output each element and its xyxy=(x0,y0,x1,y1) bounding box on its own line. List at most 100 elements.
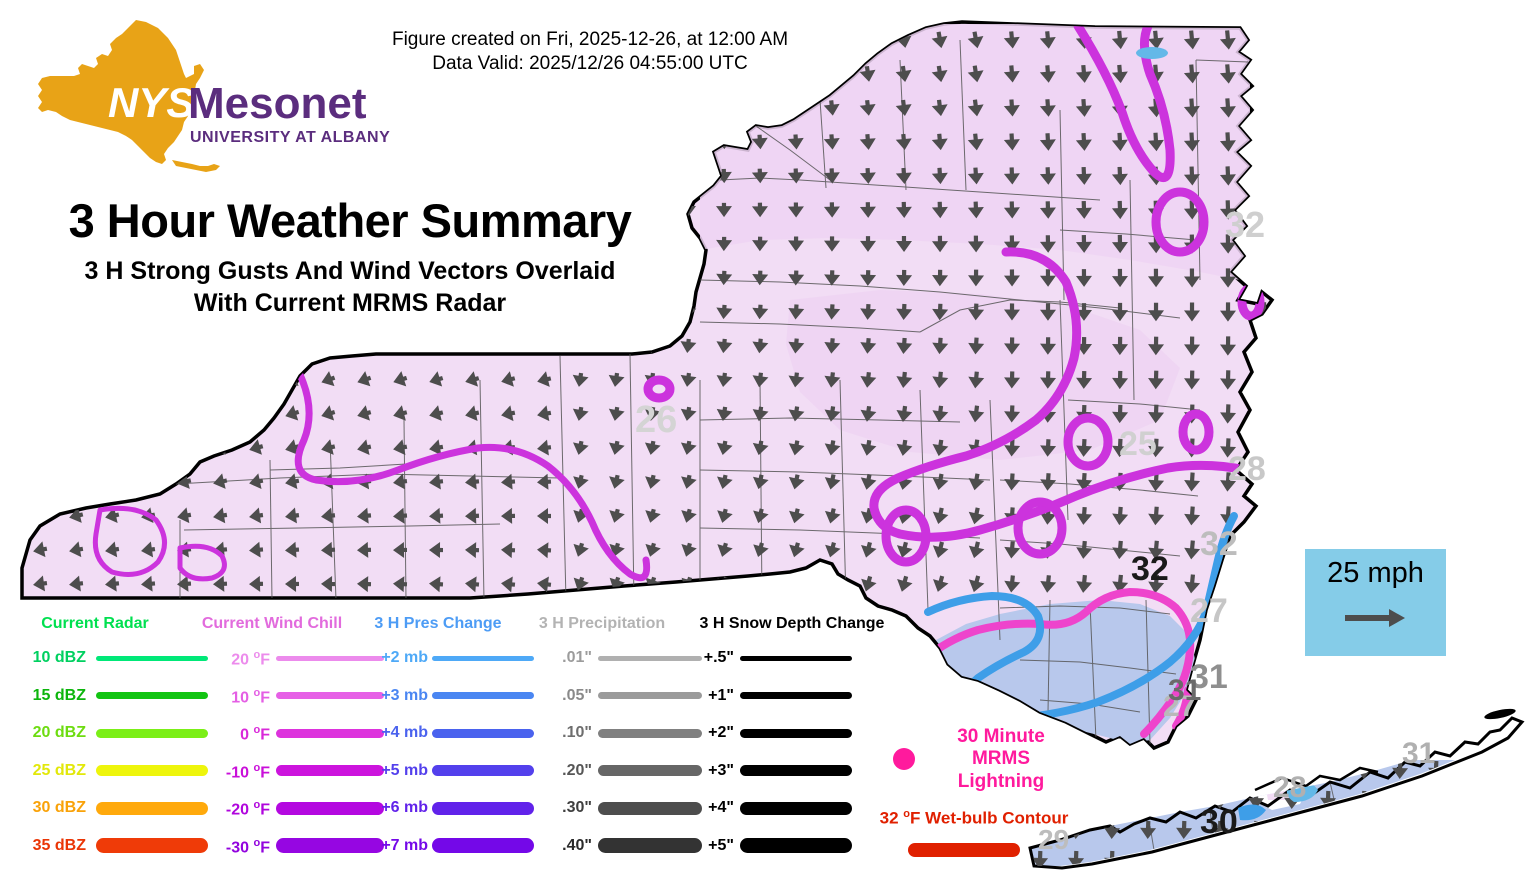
wind-barb xyxy=(357,371,372,387)
wind-barb xyxy=(679,168,696,183)
wind-barb xyxy=(1220,472,1237,492)
page-subtitle: 3 H Strong Gusts And Wind Vectors Overla… xyxy=(0,255,700,319)
wind-barb xyxy=(896,541,913,558)
wind-barb xyxy=(1284,850,1301,866)
wind-barb xyxy=(34,337,48,351)
wind-barb xyxy=(429,439,444,456)
wind-barb xyxy=(1148,404,1165,424)
wind-barb xyxy=(896,303,913,321)
wind-barb xyxy=(681,474,697,489)
legend-item-label: 20 oF xyxy=(231,649,270,669)
subtitle-line-1: 3 H Strong Gusts And Wind Vectors Overla… xyxy=(84,257,616,285)
contour-label: 31 xyxy=(1190,658,1228,696)
wind-barb xyxy=(1212,760,1229,779)
wind-barb xyxy=(967,99,984,117)
wetbulb-legend-bar xyxy=(908,843,1020,857)
wind-barb xyxy=(571,168,588,183)
legend-item-swatch xyxy=(598,728,702,738)
wind-barb xyxy=(1392,850,1409,866)
wind-barb xyxy=(1184,336,1201,356)
wind-barb xyxy=(752,372,769,388)
wind-barb xyxy=(537,439,552,456)
legend-item-label: +6 mb xyxy=(381,799,428,816)
contour-label: 29 xyxy=(1038,824,1069,855)
wind-barb xyxy=(1148,370,1165,390)
map-legend: Current Radar 10 dBZ 15 dBZ 20 dBZ 25 dBZ 30 … xyxy=(0,615,1080,876)
wind-barb xyxy=(357,576,372,593)
wind-barb xyxy=(1148,302,1165,322)
wind-barb xyxy=(716,270,733,286)
wind-barb xyxy=(788,270,805,286)
legend-item-label: .30" xyxy=(562,799,592,816)
wind-barb xyxy=(69,507,84,523)
contour-label: 26 xyxy=(635,399,677,441)
wind-barb xyxy=(968,541,985,559)
wind-barb xyxy=(643,168,660,183)
wind-barb xyxy=(1256,404,1272,424)
wind-barb xyxy=(1184,540,1201,560)
wind-barb xyxy=(1148,438,1165,458)
wind-barb xyxy=(393,371,408,387)
wind-barb xyxy=(931,31,948,49)
wind-barb xyxy=(571,100,588,115)
wind-barb xyxy=(1392,790,1409,809)
wind-barb xyxy=(860,338,877,354)
wind-barb xyxy=(860,236,877,252)
wind-barb xyxy=(1112,336,1129,356)
wind-barb xyxy=(644,440,661,455)
wind-barb xyxy=(789,576,805,592)
legend-column-title: 3 H Precipitation xyxy=(538,615,666,632)
wind-barb xyxy=(1111,268,1128,288)
wind-barb xyxy=(105,439,120,455)
wind-barb xyxy=(249,507,264,524)
wind-barb xyxy=(1184,472,1201,492)
wind-barb xyxy=(1076,438,1093,457)
wind-barb xyxy=(1219,98,1236,118)
wind-barb xyxy=(643,100,660,115)
wind-barb xyxy=(824,508,841,524)
wind-barb xyxy=(895,99,912,116)
wind-barb xyxy=(393,576,408,593)
legend-item-label: +3 mb xyxy=(381,686,428,704)
wind-barb xyxy=(896,371,913,388)
wind-barb xyxy=(1255,64,1272,84)
wind-barb xyxy=(968,575,985,593)
wind-barb xyxy=(105,405,120,420)
wind-barb xyxy=(502,167,516,181)
wind-barb xyxy=(105,337,120,352)
wind-speed-reference: 25 mph xyxy=(1305,549,1446,656)
wind-barb xyxy=(931,167,948,185)
wind-reference-arrow-icon xyxy=(1305,607,1446,634)
wind-barb xyxy=(824,372,841,388)
wind-barb xyxy=(752,440,769,456)
wind-barb xyxy=(571,134,588,149)
wind-barb xyxy=(1140,760,1157,779)
wind-barb xyxy=(753,542,769,558)
wind-barb xyxy=(537,508,551,524)
legend-item-swatch xyxy=(276,692,384,699)
wind-barb xyxy=(1176,820,1193,839)
wind-barb xyxy=(752,304,769,320)
wind-barb xyxy=(1255,268,1272,288)
legend-item-label: -30 oF xyxy=(225,836,270,856)
wind-barb xyxy=(1464,820,1481,839)
wind-barb xyxy=(1003,133,1020,151)
contour-label: 30 xyxy=(1200,803,1238,841)
wind-barb xyxy=(249,439,264,455)
wind-barb xyxy=(788,474,805,490)
wind-barb xyxy=(177,337,192,352)
wind-barb xyxy=(824,338,841,354)
legend-item-label: 10 dBZ xyxy=(32,649,86,666)
wind-barb xyxy=(430,99,445,113)
wind-barb xyxy=(1076,574,1093,593)
wind-barb xyxy=(931,99,948,117)
wind-barb xyxy=(860,270,877,286)
wind-barb xyxy=(429,371,444,387)
wind-barb xyxy=(1464,790,1481,809)
wind-barb xyxy=(1219,30,1236,50)
wind-barb xyxy=(752,236,769,252)
wind-barb xyxy=(33,371,48,386)
wind-barb xyxy=(932,541,949,558)
wind-barb xyxy=(69,371,84,386)
wind-barb xyxy=(213,405,228,421)
